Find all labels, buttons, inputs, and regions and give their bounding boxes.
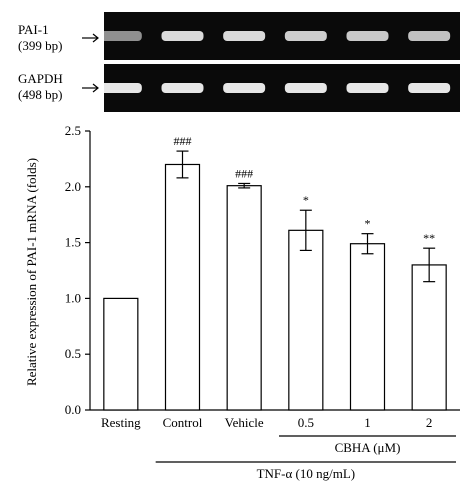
x-tick-label: 0.5 [298, 415, 314, 430]
gel-panel: PAI-1 (399 bp) GAPDH (498 bp) [18, 12, 460, 112]
y-tick-label: 0.5 [65, 346, 81, 361]
significance-label: * [365, 217, 371, 231]
group-labels: CBHA (μM) TNF-α (10 ng/mL) [155, 435, 456, 481]
gel-band [161, 31, 204, 41]
gel-band [223, 83, 266, 93]
gel-size-pai1: (399 bp) [18, 38, 62, 53]
bar [226, 185, 262, 411]
error-bar [176, 150, 189, 179]
x-tick-labels: Resting Control Vehicle 0.5 1 2 [101, 415, 432, 430]
arrow-icon [82, 33, 99, 43]
gel-band [346, 83, 389, 93]
y-ticks: 0.0 0.5 1.0 1.5 2.0 2.5 [65, 123, 90, 417]
gel-lane-strip-pai1 [104, 12, 460, 60]
error-bar [361, 233, 374, 255]
gel-size-gapdh: (498 bp) [18, 87, 62, 102]
gel-band [99, 83, 142, 93]
x-tick-label: Resting [101, 415, 141, 430]
bar [349, 243, 386, 411]
x-tick-label: Control [163, 415, 203, 430]
x-tick-label: 1 [364, 415, 371, 430]
y-tick-label: 1.5 [65, 235, 81, 250]
gel-band [408, 83, 451, 93]
significance-label: ### [235, 166, 253, 180]
bar [103, 297, 139, 411]
y-tick-label: 2.0 [65, 179, 81, 194]
gel-bands-gapdh [99, 83, 451, 93]
gel-band [161, 83, 204, 93]
gel-band [408, 31, 451, 41]
gel-bands-pai1 [99, 31, 451, 41]
y-tick-label: 2.5 [65, 123, 81, 138]
error-bar [238, 182, 251, 189]
gel-band [223, 31, 266, 41]
gel-band [346, 31, 389, 41]
y-tick-label: 1.0 [65, 290, 81, 305]
gel-band [284, 31, 327, 41]
group-label: CBHA (μM) [335, 440, 401, 455]
error-bar [299, 209, 312, 252]
error-bar [423, 247, 436, 283]
bar [411, 264, 447, 411]
bar [288, 229, 324, 411]
gel-band [284, 83, 327, 93]
bars: ######**** [103, 134, 447, 411]
y-axis-label: Relative expression of PAI-1 mRNA (folds… [24, 158, 39, 386]
significance-label: * [303, 193, 309, 207]
bar-chart: Relative expression of PAI-1 mRNA (folds… [24, 123, 460, 481]
gel-label-gapdh: GAPDH [18, 71, 63, 86]
x-tick-label: 2 [426, 415, 433, 430]
significance-label: ### [174, 134, 192, 148]
gel-band [99, 31, 142, 41]
gel-label-pai1: PAI-1 [18, 22, 49, 37]
arrow-icon [82, 83, 99, 93]
bar [164, 163, 201, 411]
gel-lane-strip-gapdh [104, 64, 460, 112]
significance-label: ** [423, 231, 435, 245]
x-tick-label: Vehicle [225, 415, 264, 430]
y-tick-label: 0.0 [65, 402, 81, 417]
group-label: TNF-α (10 ng/mL) [257, 466, 356, 481]
